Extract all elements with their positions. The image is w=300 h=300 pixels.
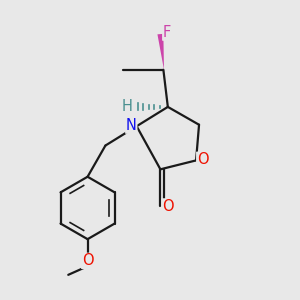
Polygon shape (158, 34, 164, 70)
Text: N: N (126, 118, 137, 133)
Text: F: F (163, 25, 171, 40)
Text: O: O (197, 152, 208, 167)
Text: O: O (162, 199, 174, 214)
Text: O: O (82, 254, 93, 268)
Text: H: H (122, 99, 132, 114)
